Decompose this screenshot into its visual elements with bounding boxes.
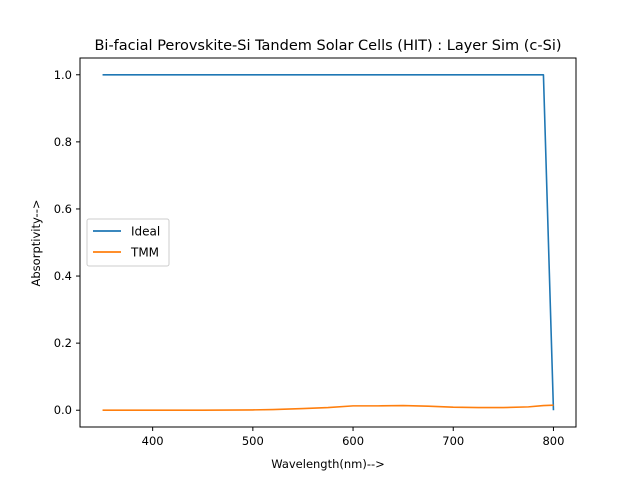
y-axis-ticks: 0.0 0.2 0.4 0.6 0.8 1.0 [54, 68, 80, 417]
series-line-tmm [102, 404, 554, 412]
x-tick-label: 600 [342, 434, 364, 448]
y-tick-label: 0.6 [54, 202, 72, 216]
series-line-ideal [102, 73, 555, 411]
y-tick-label: 0.2 [54, 336, 72, 350]
y-tick-label: 0.0 [54, 403, 72, 417]
x-tick-label: 400 [142, 434, 164, 448]
x-axis-label: Wavelength(nm)--> [271, 457, 385, 471]
y-tick-label: 0.8 [54, 135, 72, 149]
legend-label-tmm: TMM [130, 246, 159, 260]
y-axis-label: Absorptivity--> [29, 200, 43, 287]
y-tick-label: 1.0 [54, 68, 72, 82]
x-tick-label: 700 [442, 434, 464, 448]
series-layer [102, 73, 555, 412]
x-tick-label: 800 [542, 434, 564, 448]
plot-frame [79, 57, 577, 428]
x-tick-label: 500 [242, 434, 264, 448]
chart-title: Bi-facial Perovskite-Si Tandem Solar Cel… [94, 38, 561, 54]
legend-label-ideal: Ideal [131, 225, 160, 239]
x-axis-ticks: 400 500 600 700 800 [142, 427, 564, 448]
legend: Ideal TMM [86, 218, 170, 267]
y-tick-label: 0.4 [54, 269, 72, 283]
